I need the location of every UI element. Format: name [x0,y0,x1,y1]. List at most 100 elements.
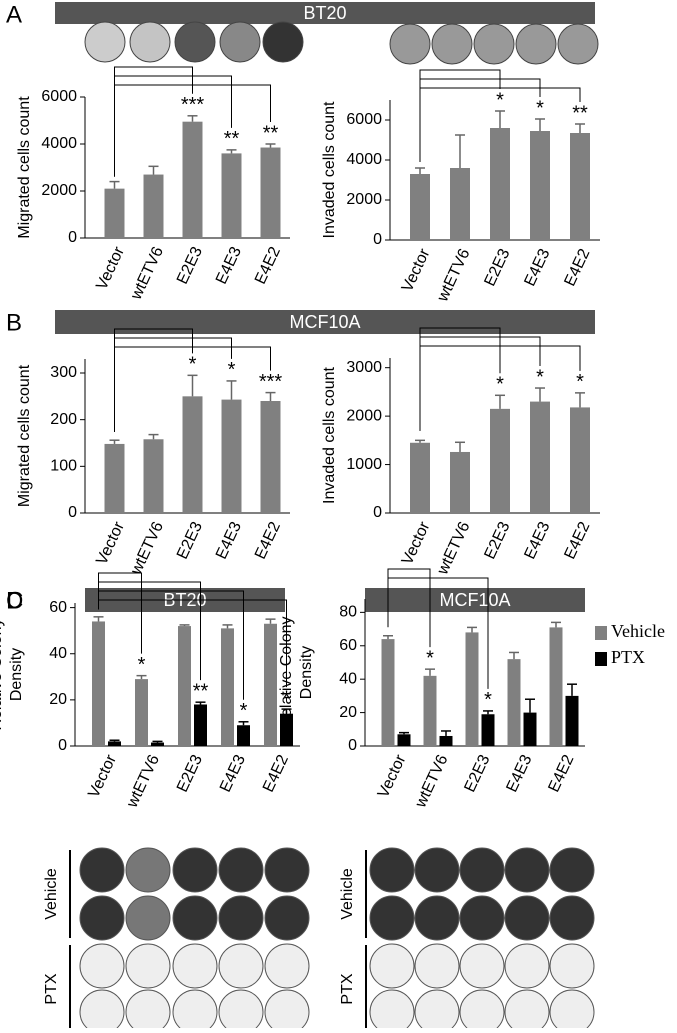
bar [104,443,125,513]
x-tick-label: Vector [93,244,128,293]
y-tick-label: 1000 [346,456,382,473]
y-tick-label: 80 [339,604,357,621]
plate-image [549,895,595,941]
well-image [473,23,515,65]
y-axis-label: Invaded cells count [321,366,338,504]
bracket [114,75,232,177]
bar [104,188,125,238]
bar [549,627,563,746]
x-tick-label: E2E3 [174,752,206,795]
plate-image [459,895,505,941]
plate-image [218,895,264,941]
y-tick-label: 100 [50,458,77,475]
bar [221,153,242,238]
x-tick-label: wtETV6 [123,752,163,811]
y-label-line: Relative Colony [0,618,5,730]
significance: *** [181,94,205,116]
significance: * [138,654,146,676]
y-tick-label: 2000 [346,407,382,424]
header-title: MCF10A [439,590,510,610]
x-tick-label: E4E2 [545,752,577,795]
x-tick-label: E4E2 [561,519,593,562]
plate-image [369,943,415,989]
plate-image [218,943,264,989]
x-tick-label: E4E2 [252,244,284,287]
significance: * [536,97,544,119]
bar [570,133,590,240]
x-tick-label: E4E2 [561,246,593,289]
x-tick-label: E4E3 [521,246,553,289]
significance: *** [259,371,283,393]
x-tick-label: E4E3 [217,752,249,795]
x-tick-label: Vector [399,519,434,568]
plate-image [264,847,310,893]
y-tick-label: 20 [49,691,67,708]
plate-image [504,895,550,941]
plate-image [264,943,310,989]
plate-image [459,847,505,893]
x-tick-label: wtETV6 [127,244,167,303]
y-tick-label: 300 [50,364,77,381]
y-tick-label: 0 [58,737,67,754]
well-image [219,21,261,63]
y-tick-label: 0 [373,231,382,248]
x-tick-label: Vector [375,752,410,801]
x-tick-label: wtETV6 [434,246,474,305]
significance: * [576,371,584,393]
y-tick-label: 0 [348,737,357,754]
bar [381,639,395,746]
bracket [419,345,581,431]
y-label-line: Relative Colony [278,616,295,728]
significance: ** [263,122,279,144]
bracket [114,337,232,432]
bracket [419,78,541,162]
bracket [114,346,271,432]
significance: ** [193,680,209,702]
image-label: PTX [339,973,356,1004]
significance: * [426,647,434,669]
bar [465,632,479,746]
bracket [114,66,193,177]
y-tick-label: 2000 [346,191,382,208]
y-tick-label: 4000 [346,151,382,168]
plate-image [369,895,415,941]
y-axis-label: Migrated cells count [16,96,33,239]
significance: * [228,359,236,381]
plate-image [264,989,310,1033]
plate-image [369,989,415,1033]
y-axis-label: Migrated cells count [16,364,33,507]
x-tick-label: E2E3 [174,519,206,562]
y-tick-label: 0 [68,229,77,246]
image-label: PTX [43,973,60,1004]
bar [264,623,277,746]
y-tick-label: 60 [339,637,357,654]
bracket [114,328,193,432]
x-tick-label: wtETV6 [412,752,452,811]
plate-image [218,847,264,893]
bar [280,713,293,746]
bar [178,626,191,746]
x-tick-label: Vector [85,752,120,801]
bar [260,147,281,238]
x-tick-label: E2E3 [174,244,206,287]
legend-label: Vehicle [611,621,665,641]
plate-image [504,847,550,893]
plate-image [549,943,595,989]
well-image [557,23,599,65]
y-label-line: Density [298,646,315,699]
plate-image [459,989,505,1033]
x-tick-label: E2E3 [461,752,493,795]
x-tick-label: E4E3 [213,519,245,562]
bar [221,399,242,513]
bar [92,621,105,746]
y-axis-label: Invaded cells count [321,101,338,239]
image-label: Vehicle [43,868,60,920]
x-tick-label: wtETV6 [434,519,474,578]
panel-letter: C [6,587,23,614]
y-tick-label: 4000 [41,135,77,152]
bar [143,174,164,238]
x-tick-label: E4E3 [521,519,553,562]
bracket [387,577,489,689]
